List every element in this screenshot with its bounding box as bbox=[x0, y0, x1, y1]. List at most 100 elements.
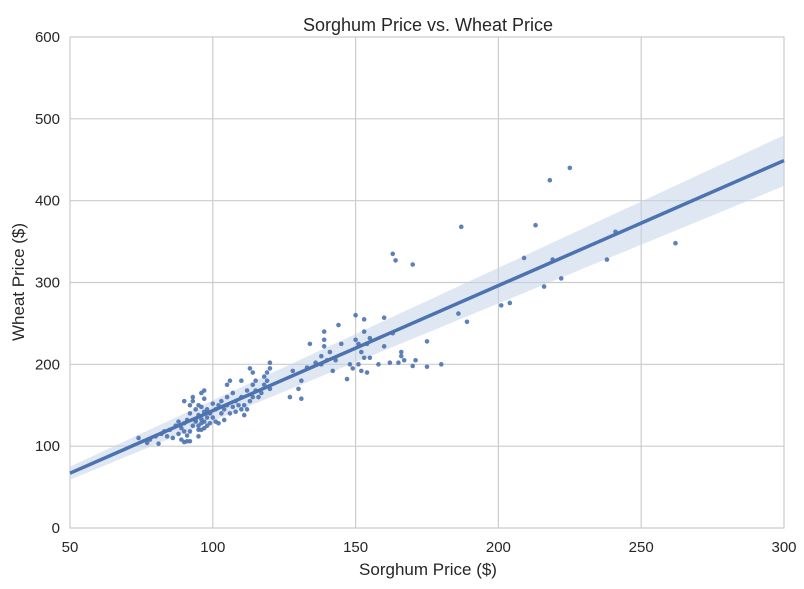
data-point bbox=[359, 368, 364, 374]
data-point bbox=[184, 433, 190, 438]
data-point bbox=[187, 438, 193, 444]
data-point bbox=[533, 222, 538, 228]
data-point bbox=[264, 378, 270, 384]
data-point bbox=[136, 435, 141, 441]
data-point bbox=[381, 344, 387, 349]
data-point bbox=[336, 322, 341, 328]
data-point bbox=[256, 394, 261, 400]
data-point bbox=[196, 434, 201, 439]
data-point bbox=[547, 177, 553, 183]
data-point bbox=[259, 390, 264, 396]
y-tick-label: 200 bbox=[35, 356, 60, 373]
data-point bbox=[236, 402, 241, 408]
data-point bbox=[361, 317, 367, 322]
data-point bbox=[176, 419, 181, 424]
data-point bbox=[227, 411, 233, 416]
data-point bbox=[241, 412, 247, 418]
y-tick-label: 400 bbox=[35, 193, 60, 210]
data-point bbox=[321, 329, 327, 334]
data-point bbox=[267, 366, 273, 371]
data-point bbox=[396, 360, 401, 365]
data-point bbox=[204, 407, 210, 412]
y-tick-label: 0 bbox=[52, 520, 60, 537]
data-point bbox=[344, 376, 350, 382]
data-point bbox=[247, 398, 253, 404]
data-point bbox=[230, 404, 236, 410]
data-point bbox=[319, 353, 324, 359]
chart-title: Sorghum Price vs. Wheat Price bbox=[303, 15, 553, 35]
data-point bbox=[424, 364, 430, 370]
data-point bbox=[170, 435, 176, 441]
data-point bbox=[201, 419, 207, 424]
data-point bbox=[299, 378, 304, 384]
data-point bbox=[464, 319, 470, 325]
data-point bbox=[387, 360, 393, 365]
data-point bbox=[253, 378, 258, 384]
data-point bbox=[207, 420, 213, 426]
x-axis-label: Sorghum Price ($) bbox=[359, 560, 497, 579]
data-point bbox=[296, 386, 301, 392]
data-point bbox=[410, 363, 416, 369]
data-point bbox=[359, 349, 364, 355]
data-point bbox=[239, 407, 244, 412]
data-point bbox=[307, 341, 313, 347]
data-point bbox=[239, 378, 244, 384]
x-tick-label: 100 bbox=[200, 539, 225, 556]
data-point bbox=[221, 417, 227, 423]
data-point bbox=[424, 339, 430, 344]
data-point bbox=[327, 349, 333, 355]
y-axis-label: Wheat Price ($) bbox=[9, 223, 28, 341]
y-tick-labels: 0 100 200 300 400 500 600 bbox=[35, 29, 60, 537]
data-point bbox=[190, 423, 196, 429]
data-point bbox=[398, 349, 404, 355]
data-point bbox=[210, 401, 216, 406]
data-point bbox=[361, 355, 367, 361]
data-point bbox=[176, 431, 181, 437]
data-point bbox=[227, 378, 233, 384]
data-point bbox=[201, 396, 207, 402]
data-point bbox=[401, 357, 407, 363]
y-tick-label: 500 bbox=[35, 111, 60, 128]
fit-line-layer bbox=[69, 158, 785, 475]
data-point bbox=[264, 370, 270, 375]
data-point bbox=[156, 441, 161, 447]
data-point bbox=[350, 366, 356, 371]
data-point bbox=[250, 370, 256, 375]
x-tick-label: 200 bbox=[486, 539, 511, 556]
data-point bbox=[233, 409, 238, 415]
data-point bbox=[230, 390, 236, 396]
data-point bbox=[367, 335, 373, 341]
data-point bbox=[216, 420, 221, 426]
y-tick-label: 100 bbox=[35, 438, 60, 455]
data-point bbox=[321, 337, 327, 343]
data-point bbox=[321, 344, 327, 349]
data-point bbox=[367, 355, 373, 361]
data-point bbox=[456, 311, 461, 316]
data-point bbox=[181, 398, 187, 404]
x-tick-label: 50 bbox=[62, 539, 79, 556]
data-point bbox=[339, 341, 344, 347]
data-point bbox=[353, 312, 358, 318]
x-tick-label: 250 bbox=[629, 539, 654, 556]
data-point bbox=[241, 402, 247, 408]
data-point bbox=[567, 165, 573, 171]
data-point bbox=[673, 240, 678, 246]
data-point bbox=[244, 407, 250, 412]
data-point bbox=[179, 425, 184, 431]
data-point bbox=[381, 315, 387, 320]
data-point bbox=[330, 368, 336, 374]
data-point bbox=[393, 258, 398, 263]
y-tick-label: 600 bbox=[35, 29, 60, 46]
data-point bbox=[410, 262, 416, 267]
data-point bbox=[261, 374, 267, 379]
data-point bbox=[250, 382, 256, 388]
data-point bbox=[438, 362, 444, 367]
data-point bbox=[190, 394, 196, 400]
data-point bbox=[187, 411, 193, 416]
data-point bbox=[224, 394, 230, 400]
data-point bbox=[267, 360, 273, 365]
x-tick-label: 150 bbox=[343, 539, 368, 556]
data-point bbox=[353, 337, 358, 343]
data-point bbox=[247, 366, 253, 371]
